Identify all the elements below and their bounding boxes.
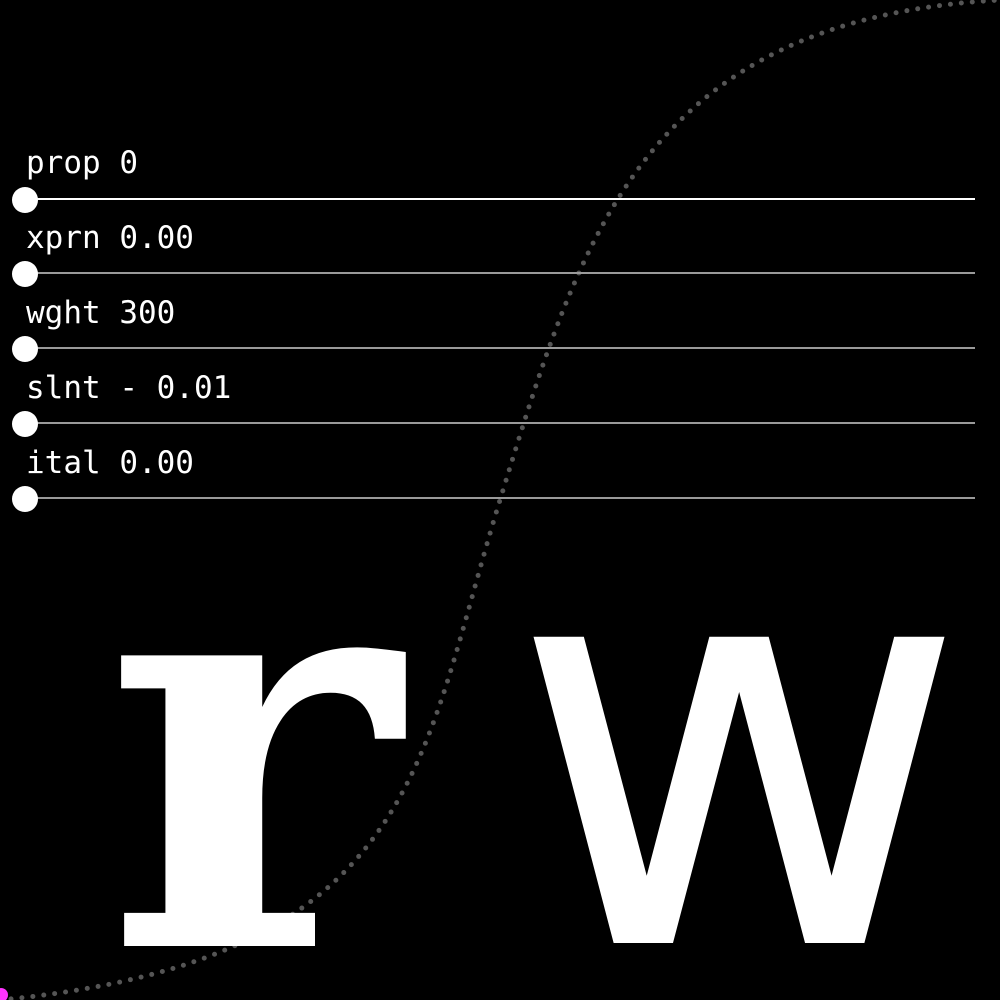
slider-ital-track[interactable] xyxy=(25,497,975,499)
slider-prop-label: prop 0 xyxy=(26,145,138,181)
slider-ital-thumb[interactable] xyxy=(12,486,38,512)
slider-xprn-track[interactable] xyxy=(25,272,975,274)
specimen-glyph-w: w xyxy=(510,424,969,1000)
slider-slnt-label: slnt - 0.01 xyxy=(26,370,232,406)
slider-prop-thumb[interactable] xyxy=(12,187,38,213)
specimen-glyph-r: r xyxy=(105,421,401,1000)
slider-wght-thumb[interactable] xyxy=(12,336,38,362)
slider-slnt-track[interactable] xyxy=(25,422,975,424)
slider-xprn-label: xprn 0.00 xyxy=(26,220,194,256)
slider-ital-label: ital 0.00 xyxy=(26,445,194,481)
slider-slnt-thumb[interactable] xyxy=(12,411,38,437)
slider-wght-track[interactable] xyxy=(25,347,975,349)
slider-xprn-thumb[interactable] xyxy=(12,261,38,287)
slider-wght-label: wght 300 xyxy=(26,295,176,331)
curve-start-point[interactable] xyxy=(0,988,8,1000)
slider-prop-track[interactable] xyxy=(25,198,975,200)
